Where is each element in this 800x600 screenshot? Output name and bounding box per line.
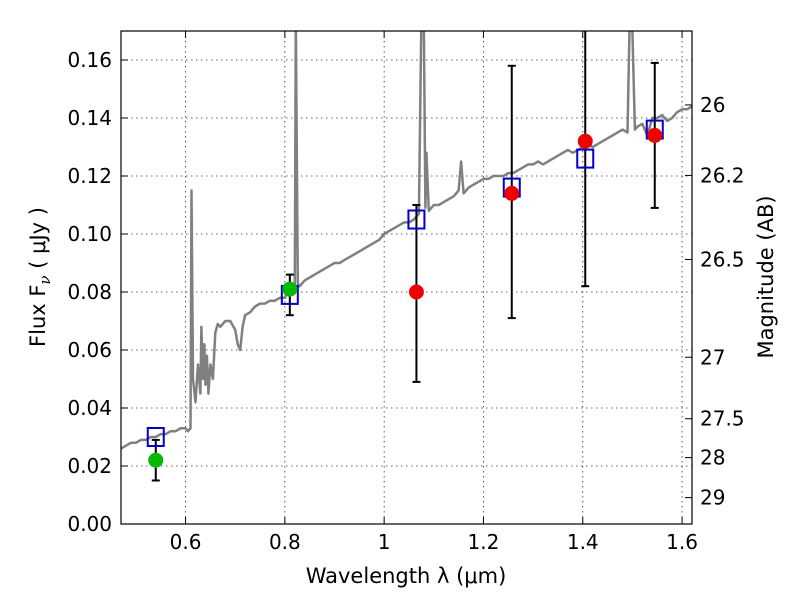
y-tick-label: 0.16 xyxy=(67,48,112,72)
red-point xyxy=(577,133,593,149)
right-tick-label: 27 xyxy=(700,345,725,369)
y-tick-label: 0.02 xyxy=(67,454,112,478)
right-tick-label: 26.2 xyxy=(700,163,745,187)
axes: 0.6 0.8 1 1.2 1.4 1.6 0.00 0.02 0.04 0.06 0.08 0.10… xyxy=(67,31,745,554)
x-tick-label: 1.4 xyxy=(567,530,599,554)
x-axis-label: Wavelength λ (μm) xyxy=(306,564,507,588)
y-tick-label: 0.08 xyxy=(67,280,112,304)
x-tick-label: 1 xyxy=(378,530,391,554)
y-tick-label: 0.00 xyxy=(67,512,112,536)
y-tick-label: 0.14 xyxy=(67,106,112,130)
spectrum-line xyxy=(121,31,692,450)
red-point xyxy=(408,284,424,300)
plot-area xyxy=(121,31,692,482)
model-point xyxy=(407,209,426,230)
green-point xyxy=(148,452,164,468)
y-tick-label: 0.06 xyxy=(67,338,112,362)
red-point xyxy=(647,127,663,143)
x-tick-label: 1.6 xyxy=(666,530,698,554)
right-tick-label: 29 xyxy=(700,486,725,510)
model-point xyxy=(146,427,165,447)
y-axis-right-label: Magnitude (AB) xyxy=(754,195,778,358)
x-tick-label: 0.6 xyxy=(170,530,202,554)
x-tick-label: 1.2 xyxy=(468,530,500,554)
red-point xyxy=(504,185,520,201)
y-tick-label: 0.10 xyxy=(67,222,112,246)
model-point xyxy=(576,148,595,169)
plot-frame xyxy=(120,30,693,525)
x-tick-label: 0.8 xyxy=(269,530,301,554)
y-tick-label: 0.12 xyxy=(67,164,112,188)
right-tick-label: 26 xyxy=(700,93,725,117)
grid xyxy=(121,31,692,524)
y-tick-label: 0.04 xyxy=(67,396,112,420)
right-tick-label: 28 xyxy=(700,446,725,470)
right-tick-label: 26.5 xyxy=(700,248,745,272)
y-axis-label: Flux Fν ( μJy ) xyxy=(26,207,54,347)
green-point xyxy=(282,281,298,297)
right-tick-label: 27.5 xyxy=(700,407,745,431)
